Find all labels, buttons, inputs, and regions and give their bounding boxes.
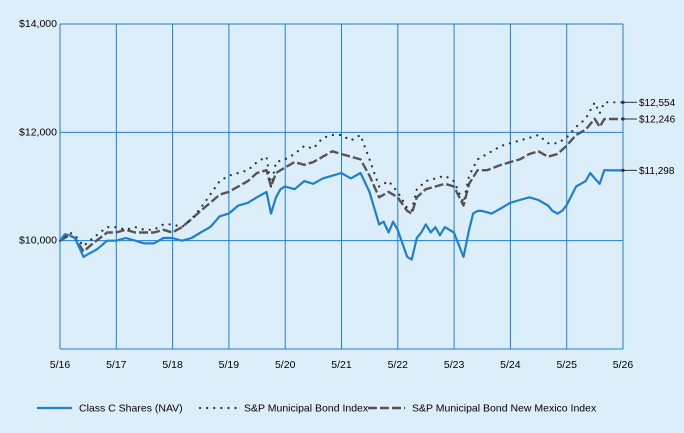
x-tick-label: 5/19 [219, 359, 240, 371]
x-tick-label: 5/20 [275, 359, 296, 371]
grid-lines [59, 23, 624, 350]
x-tick-label: 5/17 [106, 359, 127, 371]
end-point [621, 168, 625, 172]
x-tick-label: 5/18 [162, 359, 183, 371]
y-tick-label: $14,000 [19, 18, 57, 30]
x-tick-label: 5/25 [556, 359, 577, 371]
x-tick-label: 5/16 [50, 359, 71, 371]
series-line-2 [59, 117, 623, 253]
end-value-label: $11,298 [639, 166, 675, 177]
legend-label-0: Class C Shares (NAV) [79, 403, 183, 415]
x-tick-label: 5/26 [613, 359, 634, 371]
end-point [621, 100, 625, 104]
x-tick-label: 5/24 [500, 359, 521, 371]
x-axis-labels: 5/16 5/17 5/18 5/19 5/20 5/21 5/22 5/23 5/24 5/25… [50, 359, 634, 371]
series-line-1 [58, 101, 625, 248]
legend: Class C Shares (NAV) S&P Municipal Bond I… [37, 403, 597, 415]
y-tick-label: $12,000 [19, 126, 57, 138]
x-tick-label: 5/23 [444, 359, 465, 371]
end-value-labels: $11,298 $12,554 $12,246 [621, 98, 676, 177]
x-tick-label: 5/21 [331, 359, 352, 371]
end-value-label: $12,246 [639, 115, 676, 126]
series-line-0 [59, 169, 623, 261]
x-tick-label: 5/22 [388, 359, 409, 371]
series-lines [58, 101, 625, 261]
end-point [621, 117, 625, 121]
y-tick-label: $10,000 [19, 235, 57, 247]
legend-label-1: S&P Municipal Bond Index [244, 403, 369, 415]
end-value-label: $12,554 [639, 98, 676, 109]
y-axis-labels: $10,000 $12,000 $14,000 [19, 18, 57, 247]
legend-label-2: S&P Municipal Bond New Mexico Index [412, 403, 597, 415]
